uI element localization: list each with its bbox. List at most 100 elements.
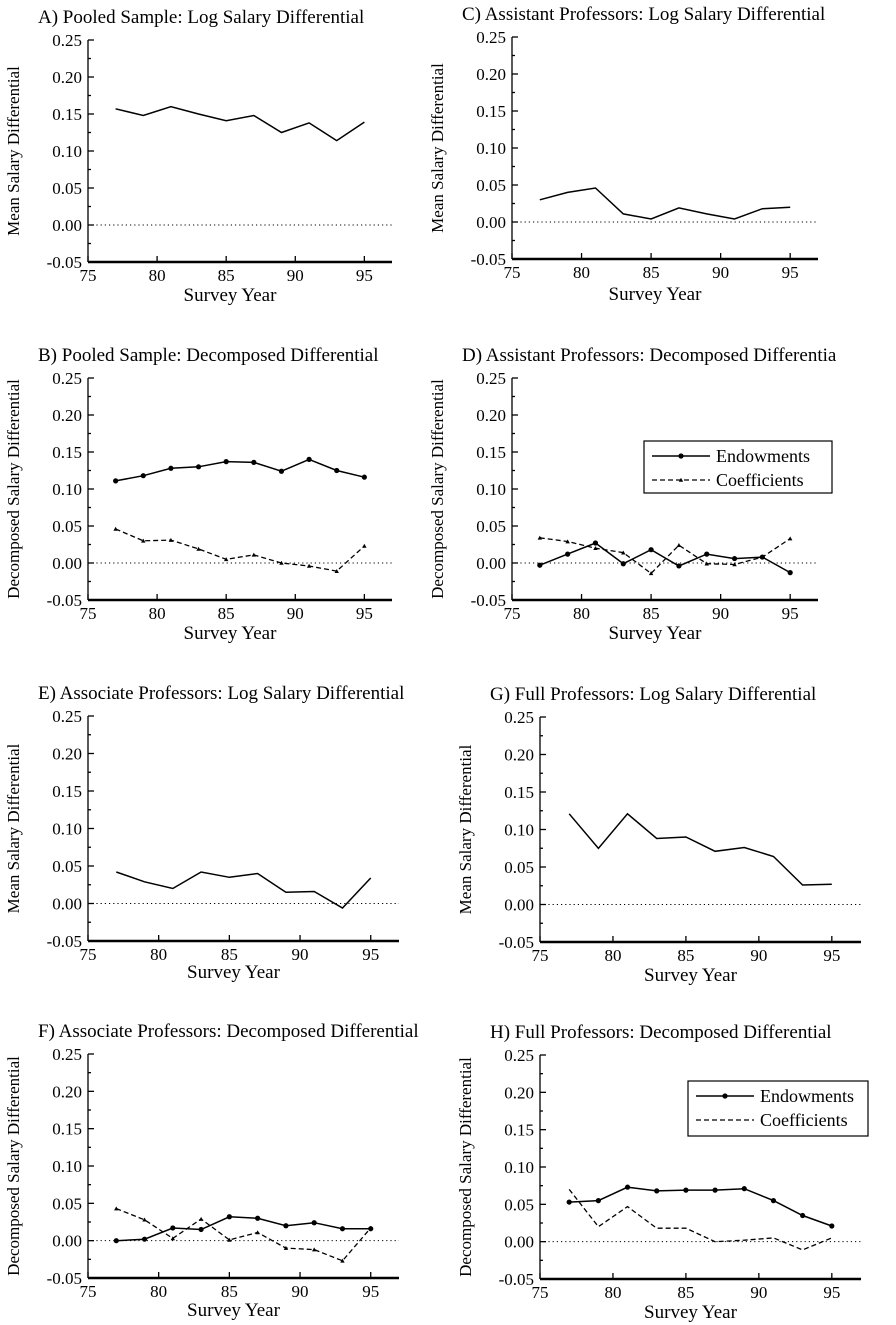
panel-a-ytick-label: -0.05 (47, 253, 82, 272)
panel-g-ytick-label: 0.10 (504, 821, 534, 840)
panel-e-ytick-label: 0.20 (52, 745, 82, 764)
panel-d-xtick-label: 95 (782, 604, 799, 623)
panel-g-y-label: Mean Salary Differential (456, 744, 475, 914)
panel-g: G) Full Professors: Log Salary Different… (456, 684, 861, 986)
panel-e-xtick-label: 85 (221, 945, 238, 964)
panel-c-ytick-label: 0.05 (476, 176, 506, 195)
panel-a-x-label: Survey Year (184, 285, 278, 306)
panel-f-ytick-label: 0.00 (52, 1232, 82, 1251)
panel-g-x-label: Survey Year (644, 965, 738, 986)
panel-b-series-dashed-point (306, 563, 312, 568)
panel-c-y-label: Mean Salary Differential (428, 63, 447, 233)
panel-b-series-dashed-point (334, 568, 339, 573)
panel-h-series-endowments-point (712, 1187, 718, 1193)
panel-f: F) Associate Professors: Decomposed Diff… (4, 1021, 419, 1321)
panel-d-series-coefficients-point (732, 562, 737, 567)
panel-a-xtick-label: 75 (80, 266, 97, 285)
panel-f-series-solid-point (311, 1220, 317, 1226)
panel-e-x-label: Survey Year (187, 962, 281, 983)
panel-a-ytick-label: 0.15 (52, 105, 82, 124)
panel-a-y-label: Mean Salary Differential (4, 66, 23, 236)
panel-d-series-coefficients-point (537, 535, 543, 540)
panel-h-xtick-label: 90 (750, 1283, 767, 1302)
panel-f-ytick-label: 0.15 (52, 1120, 82, 1139)
panel-c-xtick-label: 85 (643, 263, 660, 282)
panel-c-series-solid-line (539, 187, 791, 220)
panel-h-series-endowments-point (829, 1223, 835, 1229)
panel-h-ytick-label: 0.15 (504, 1121, 534, 1140)
panel-d-legend: Endowments Coefficients (643, 440, 833, 494)
panel-d-series-endowments-point (704, 551, 710, 557)
panel-g-xtick-label: 85 (677, 946, 694, 965)
panel-e-xtick-label: 80 (150, 945, 167, 964)
panel-b-series-solid-point (168, 465, 174, 471)
panel-d-series-endowments-point (565, 551, 571, 557)
panel-f-series-solid-point (255, 1215, 261, 1221)
panel-h-legend-marker-endowments (722, 1093, 728, 1099)
panel-a-ytick-label: 0.10 (52, 142, 82, 161)
panel-b-series-dashed-line (115, 528, 365, 572)
panel-f-series-solid-point (226, 1214, 232, 1220)
panel-b-series-dashed-point (168, 537, 174, 542)
panel-h-title: H) Full Professors: Decomposed Different… (490, 1022, 832, 1043)
panel-c: C) Assistant Professors: Log Salary Diff… (428, 4, 825, 305)
panel-h-y-label: Decomposed Salary Differential (456, 1057, 475, 1277)
panel-a-xtick-label: 80 (149, 266, 166, 285)
panel-d-x-label: Survey Year (609, 623, 703, 644)
panel-d-title: D) Assistant Professors: Decomposed Diff… (462, 345, 837, 366)
panel-b-series-solid-line (115, 458, 365, 482)
panel-d-legend-marker-endowments (678, 453, 684, 459)
panel-g-xtick-label: 80 (604, 946, 621, 965)
panel-e-ytick-label: 0.25 (52, 707, 82, 726)
panel-d-xtick-label: 80 (573, 604, 590, 623)
panel-d-series-endowments-point (620, 561, 626, 567)
panel-d-legend-label-coefficients: Coefficients (716, 470, 804, 490)
panel-f-xtick-label: 85 (221, 1282, 238, 1301)
panel-f-xtick-label: 80 (150, 1282, 167, 1301)
panel-b-ytick-label: 0.15 (52, 443, 82, 462)
panel-f-series-dashed-point (227, 1237, 232, 1242)
panel-a: A) Pooled Sample: Log Salary Differentia… (4, 7, 392, 306)
panel-e-ytick-label: 0.00 (52, 895, 82, 914)
panel-e-ytick-label: 0.15 (52, 782, 82, 801)
panel-h-xtick-label: 75 (532, 1283, 549, 1302)
panel-b-y-label: Decomposed Salary Differential (4, 379, 23, 599)
panel-e-xtick-label: 95 (362, 945, 379, 964)
panel-d-xtick-label: 90 (712, 604, 729, 623)
panel-f-xtick-label: 75 (80, 1282, 97, 1301)
panel-e-ytick-label: 0.05 (52, 857, 82, 876)
panel-c-x-label: Survey Year (609, 284, 703, 305)
panel-f-ytick-label: 0.10 (52, 1157, 82, 1176)
panel-b-xtick-label: 85 (218, 604, 235, 623)
panel-f-series-solid-point (339, 1226, 346, 1232)
panel-b-xtick-label: 90 (287, 604, 304, 623)
panel-d-series-coefficients-point (565, 539, 570, 544)
panel-e: E) Associate Professors: Log Salary Diff… (4, 683, 404, 983)
panel-h-series-endowments-point (770, 1198, 777, 1204)
panel-h-x-label: Survey Year (644, 1302, 738, 1323)
panel-h-series-endowments-point (566, 1199, 572, 1205)
panel-b-series-dashed-point (113, 526, 118, 531)
panel-b-xtick-label: 80 (149, 604, 166, 623)
panel-h-legend: Endowments Coefficients (687, 1080, 869, 1137)
panel-b-series-dashed-point (362, 543, 367, 548)
panel-b-series-solid-point (334, 467, 340, 474)
panel-f-series-dashed-point (198, 1216, 204, 1221)
panel-d-ytick-label: 0.25 (476, 369, 506, 388)
panel-b-series-solid-point (195, 464, 202, 470)
panel-d-series-coefficients-point (704, 561, 709, 566)
panel-g-ytick-label: 0.20 (504, 746, 534, 765)
panel-f-series-dashed-point (142, 1217, 147, 1222)
panel-a-ytick-label: 0.25 (52, 31, 82, 50)
panel-h-series-endowments-point (683, 1187, 689, 1193)
panel-h-ytick-label: 0.10 (504, 1158, 534, 1177)
panel-f-title: F) Associate Professors: Decomposed Diff… (38, 1021, 419, 1042)
panel-d-series-coefficients-point (593, 546, 598, 550)
panel-h-series-endowments-point (654, 1188, 660, 1194)
panel-h-series-endowments-point (624, 1184, 631, 1190)
panel-h-legend-box (687, 1080, 869, 1137)
panel-h-legend-label-endowments: Endowments (760, 1086, 854, 1106)
panel-b-series-dashed-point (141, 538, 146, 543)
panel-g-ytick-label: 0.05 (504, 858, 534, 877)
